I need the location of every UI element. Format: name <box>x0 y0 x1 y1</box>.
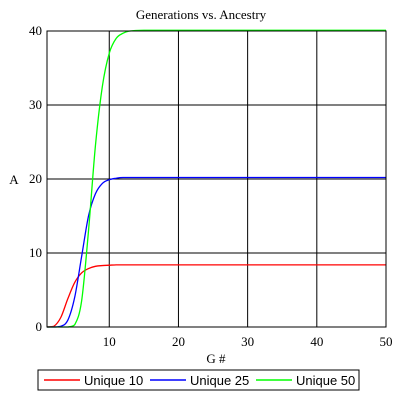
legend-box <box>37 369 360 391</box>
y-tick-label: 40 <box>29 23 42 38</box>
x-tick-label: 30 <box>241 334 254 349</box>
legend: Unique 10 Unique 25 Unique 50 <box>37 369 360 391</box>
x-tick-label: 10 <box>103 334 116 349</box>
legend-label-unique-10: Unique 10 <box>84 373 143 388</box>
plot-area-frame <box>46 30 387 328</box>
series-line-unique-10 <box>46 264 386 328</box>
x-tick-label: 50 <box>380 334 393 349</box>
y-axis-ticks: 0 10 20 30 40 <box>29 23 42 334</box>
x-tick-label: 20 <box>172 334 185 349</box>
x-axis-label: G # <box>206 351 226 366</box>
y-tick-label: 30 <box>29 97 42 112</box>
grid-lines <box>47 30 387 328</box>
y-axis-label: A <box>9 172 19 187</box>
legend-label-unique-50: Unique 50 <box>296 373 355 388</box>
y-tick-label: 0 <box>36 319 43 334</box>
x-tick-label: 40 <box>310 334 323 349</box>
series-line-unique-25 <box>47 176 386 328</box>
chart-title: Generations vs. Ancestry <box>136 7 267 22</box>
x-axis-ticks: 10 20 30 40 50 <box>103 334 393 349</box>
y-tick-label: 10 <box>29 245 42 260</box>
y-tick-label: 20 <box>29 171 42 186</box>
legend-label-unique-25: Unique 25 <box>190 373 249 388</box>
